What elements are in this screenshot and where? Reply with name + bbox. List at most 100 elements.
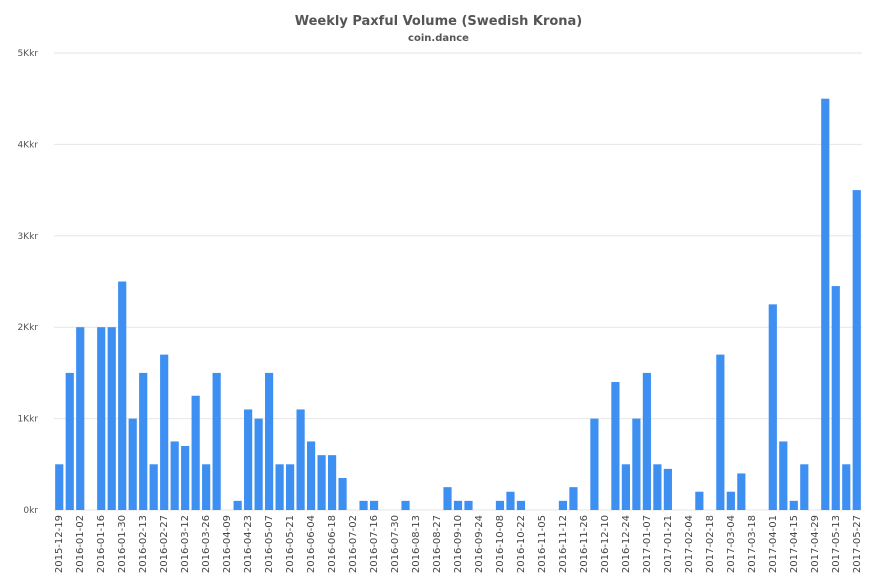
x-tick-label: 2016-08-13 (411, 515, 422, 573)
bar[interactable] (621, 464, 630, 510)
bar[interactable] (149, 464, 158, 510)
bar[interactable] (558, 500, 568, 510)
x-tick-label: 2017-04-29 (810, 515, 821, 573)
bar[interactable] (107, 327, 116, 510)
bar[interactable] (611, 382, 620, 510)
x-tick-label: 2017-04-15 (789, 515, 800, 573)
bar[interactable] (768, 304, 777, 510)
x-tick-label: 2016-12-24 (621, 515, 632, 573)
chart-title: Weekly Paxful Volume (Swedish Krona) (294, 14, 583, 29)
bar[interactable] (286, 464, 295, 510)
x-tick-label: 2016-11-26 (579, 515, 590, 573)
bar[interactable] (65, 372, 74, 510)
bar[interactable] (642, 372, 651, 510)
y-tick-label: 4Kkr (17, 140, 38, 150)
bar[interactable] (254, 418, 263, 510)
bar[interactable] (453, 500, 463, 510)
x-tick-label: 2017-03-18 (747, 515, 758, 573)
bar[interactable] (338, 478, 347, 510)
x-tick-label: 2016-04-23 (243, 515, 254, 573)
x-tick-label: 2016-01-02 (75, 515, 86, 573)
bar[interactable] (663, 468, 672, 510)
bar[interactable] (495, 500, 505, 510)
bar[interactable] (506, 491, 515, 510)
bar[interactable] (369, 500, 379, 510)
x-tick-label: 2016-12-10 (600, 515, 611, 573)
bar[interactable] (296, 409, 305, 510)
x-tick-label: 2016-11-12 (558, 515, 569, 573)
x-tick-label: 2016-07-02 (348, 515, 359, 573)
bar[interactable] (359, 500, 368, 510)
bar[interactable] (516, 500, 526, 510)
bar[interactable] (160, 354, 169, 510)
bar[interactable] (821, 98, 830, 510)
bar[interactable] (716, 354, 725, 510)
bar[interactable] (118, 281, 127, 511)
bar[interactable] (181, 446, 190, 510)
bar[interactable] (212, 372, 221, 510)
bar[interactable] (244, 409, 253, 510)
bar[interactable] (306, 441, 316, 510)
x-tick-label: 2017-02-18 (705, 515, 716, 573)
bar[interactable] (800, 464, 809, 510)
x-tick-label: 2016-09-24 (474, 515, 485, 573)
x-tick-label: 2016-01-16 (96, 515, 107, 573)
bar[interactable] (170, 441, 179, 510)
bar[interactable] (55, 464, 64, 510)
bar[interactable] (569, 487, 578, 510)
bar[interactable] (695, 491, 704, 510)
x-tick-label: 2017-01-07 (642, 515, 653, 573)
x-tick-label: 2017-05-27 (852, 515, 863, 573)
bar[interactable] (128, 418, 137, 510)
bar[interactable] (632, 418, 641, 510)
bar[interactable] (779, 441, 788, 510)
x-tick-label: 2016-03-12 (180, 515, 191, 573)
x-tick-label: 2015-12-19 (54, 515, 65, 573)
x-tick-label: 2016-06-04 (306, 515, 317, 573)
bar[interactable] (726, 491, 735, 510)
bar[interactable] (737, 473, 746, 510)
x-tick-label: 2016-10-08 (495, 515, 506, 573)
bar[interactable] (76, 327, 85, 510)
bar[interactable] (202, 464, 211, 510)
bar[interactable] (789, 500, 798, 510)
x-tick-label: 2016-08-27 (432, 515, 443, 573)
chart-subtitle: coin.dance (408, 33, 469, 44)
y-tick-label: 3Kkr (17, 232, 38, 242)
bar[interactable] (327, 455, 337, 510)
x-tick-label: 2016-11-05 (537, 515, 548, 573)
x-tick-label: 2017-01-21 (663, 515, 674, 573)
bar[interactable] (831, 286, 840, 510)
bar[interactable] (852, 190, 861, 510)
x-tick-label: 2016-06-18 (327, 515, 338, 573)
x-tick-label: 2016-03-26 (201, 515, 212, 573)
x-tick-label: 2017-04-01 (768, 515, 779, 573)
x-tick-label: 2016-04-09 (222, 515, 233, 573)
bar[interactable] (317, 455, 326, 510)
bar[interactable] (401, 500, 410, 510)
x-tick-label: 2017-03-04 (726, 515, 737, 573)
bar[interactable] (590, 418, 599, 510)
y-tick-label: 2Kkr (17, 323, 38, 333)
bar[interactable] (233, 500, 242, 510)
y-tick-label: 5Kkr (17, 49, 38, 59)
bar[interactable] (191, 395, 200, 510)
bar[interactable] (464, 500, 473, 510)
x-tick-label: 2016-10-22 (516, 515, 527, 573)
y-tick-label: 1Kkr (17, 415, 38, 425)
bar[interactable] (443, 487, 452, 510)
bar[interactable] (265, 372, 274, 510)
y-tick-label: 0kr (23, 506, 38, 516)
bar[interactable] (97, 327, 106, 510)
x-tick-label: 2016-02-27 (159, 515, 170, 573)
bar[interactable] (653, 464, 662, 510)
x-tick-label: 2016-01-30 (117, 515, 128, 573)
bar[interactable] (842, 464, 851, 510)
x-tick-label: 2016-05-21 (285, 515, 296, 573)
x-tick-label: 2016-07-30 (390, 515, 401, 573)
bar[interactable] (139, 372, 148, 510)
x-tick-label: 2016-09-10 (453, 515, 464, 573)
bar[interactable] (275, 464, 284, 510)
